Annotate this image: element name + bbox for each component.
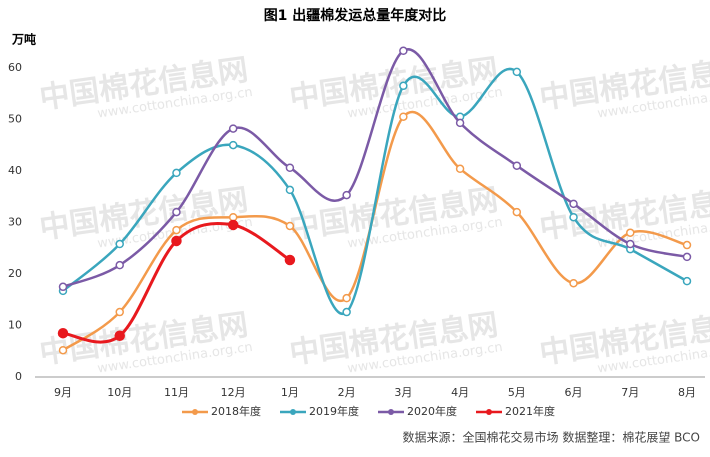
data-point [342, 190, 351, 200]
chart-title: 图1 出疆棉发运总量年度对比 [264, 7, 447, 24]
data-point [512, 67, 522, 77]
data-point [284, 254, 296, 266]
data-point [626, 239, 635, 249]
x-tick-label: 5月 [508, 386, 526, 399]
data-point [682, 240, 692, 250]
x-tick-label: 6月 [565, 386, 583, 399]
y-tick-label: 50 [8, 112, 22, 125]
x-tick-label: 1月 [281, 386, 299, 399]
y-axis-label: 万吨 [11, 32, 36, 47]
source: 数据来源：全国棉花交易市场 数据整理：棉花展望 BCO [403, 430, 700, 445]
x-tick-label: 10月 [107, 386, 132, 399]
x-tick-label: 4月 [451, 386, 469, 399]
data-point [399, 46, 408, 56]
data-point [342, 307, 351, 317]
data-point [227, 219, 239, 231]
data-point [399, 81, 408, 91]
data-point [57, 327, 69, 339]
data-point [114, 330, 125, 342]
data-point [342, 293, 351, 303]
data-point [172, 168, 181, 178]
data-point [115, 239, 124, 249]
legend-marker [388, 409, 394, 415]
data-point [228, 124, 238, 133]
data-point [172, 225, 181, 235]
x-tick-label: 8月 [678, 386, 696, 399]
data-point [228, 140, 238, 150]
legend-marker [290, 409, 296, 415]
data-point [115, 260, 124, 270]
data-point [626, 228, 635, 237]
data-point [569, 212, 578, 222]
legend-label: 2018年度 [211, 404, 261, 418]
data-point [58, 345, 68, 355]
y-tick-label: 40 [8, 164, 22, 177]
legend-label: 2021年度 [505, 404, 555, 418]
data-point [115, 307, 124, 317]
y-tick-label: 20 [8, 267, 22, 280]
legend-marker [192, 409, 198, 415]
legend-label: 2019年度 [309, 404, 359, 418]
data-point [682, 276, 692, 286]
data-point [455, 118, 465, 128]
data-point [512, 161, 522, 170]
data-point [569, 278, 578, 288]
y-tick-label: 60 [8, 61, 22, 74]
data-point [285, 163, 295, 173]
x-tick-label: 7月 [621, 386, 639, 399]
x-tick-label: 9月 [54, 386, 72, 399]
x-tick-label: 11月 [164, 386, 189, 399]
data-point [512, 207, 522, 217]
legend-marker [486, 409, 492, 415]
y-tick-label: 0 [15, 370, 22, 383]
y-tick-label: 30 [8, 215, 22, 228]
data-point [228, 212, 238, 222]
data-point [569, 199, 578, 209]
legend-label: 2020年度 [407, 404, 457, 418]
x-tick-label: 12月 [221, 386, 246, 399]
data-point [172, 207, 181, 217]
x-tick-label: 2月 [338, 386, 356, 399]
data-point [171, 235, 182, 247]
data-point [399, 112, 408, 121]
data-point [58, 282, 68, 292]
data-point [455, 164, 465, 174]
data-point [285, 185, 295, 195]
y-tick-label: 10 [8, 318, 22, 331]
data-point [682, 252, 692, 262]
data-point [285, 221, 295, 231]
x-tick-label: 3月 [394, 386, 412, 399]
